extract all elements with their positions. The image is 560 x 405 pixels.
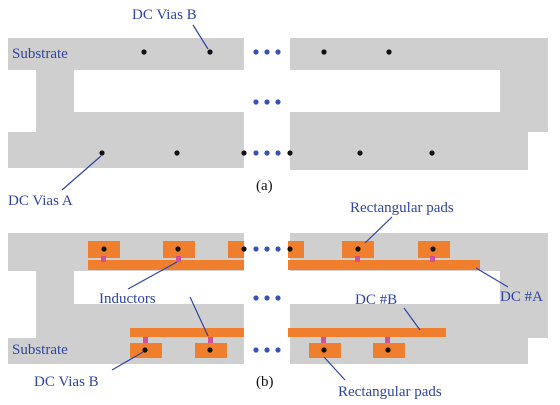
leader-line	[323, 356, 346, 381]
via-dot	[207, 347, 213, 353]
dc-line-a-left	[88, 260, 244, 270]
via-dot	[321, 347, 327, 353]
inductor	[321, 337, 326, 343]
inductor	[430, 256, 435, 262]
substrate-left-a	[8, 38, 244, 168]
pad	[288, 241, 304, 258]
pad	[228, 241, 244, 258]
via-dot	[175, 246, 181, 252]
label-dc-b: DC #B	[355, 292, 397, 308]
leader-line	[111, 351, 144, 371]
via-dot	[174, 150, 180, 156]
label-substrate-b: Substrate	[12, 342, 68, 358]
inductor	[176, 256, 181, 262]
via-dot	[386, 49, 392, 55]
leader-line	[192, 24, 209, 50]
dc-line-b-left	[130, 328, 244, 337]
label-rect-pads-bottom: Rectangular pads	[338, 384, 442, 400]
leader-line	[61, 155, 102, 191]
leader-line	[189, 296, 209, 337]
via-dot	[357, 150, 363, 156]
label-dc-vias-b-b: DC Vias B	[34, 374, 99, 390]
via-dot	[141, 49, 147, 55]
via-dot	[241, 150, 247, 156]
substrate-right-a	[290, 38, 548, 170]
label-dc-vias-a: DC Vias A	[8, 193, 73, 209]
ellipsis-dots	[253, 246, 281, 353]
inductor	[208, 337, 213, 343]
inductor	[385, 337, 390, 343]
via-dot	[355, 246, 361, 252]
inductor	[355, 256, 360, 262]
via-dot	[287, 246, 293, 252]
dc-line-b-right	[288, 328, 446, 337]
via-dot	[241, 246, 247, 252]
leader-line	[364, 216, 393, 244]
caption-a: (a)	[256, 178, 273, 194]
leader-line	[127, 261, 178, 290]
via-dot	[287, 150, 293, 156]
via-dot	[142, 347, 148, 353]
panel-a: DC Vias B Substrate DC Vias A (a)	[8, 7, 548, 209]
via-dot	[101, 246, 107, 252]
via-dot	[321, 49, 327, 55]
caption-b: (b)	[256, 374, 274, 390]
leader-line	[475, 267, 509, 288]
via-dot	[99, 150, 105, 156]
label-dc-a: DC #A	[500, 289, 543, 305]
inductor	[101, 256, 106, 262]
label-rect-pads-top: Rectangular pads	[350, 200, 454, 216]
dc-line-a-right	[288, 260, 480, 270]
via-dot	[430, 246, 436, 252]
via-dot	[207, 49, 213, 55]
via-dot	[385, 347, 391, 353]
label-dc-vias-b-a: DC Vias B	[132, 7, 197, 23]
via-dot	[429, 150, 435, 156]
panel-b: Rectangular pads Inductors DC #A DC #B S…	[8, 200, 548, 400]
ellipsis-dots	[253, 49, 281, 156]
inductor	[143, 337, 148, 343]
leader-line	[403, 307, 421, 331]
label-substrate-a: Substrate	[12, 46, 68, 62]
label-inductors: Inductors	[99, 291, 156, 307]
